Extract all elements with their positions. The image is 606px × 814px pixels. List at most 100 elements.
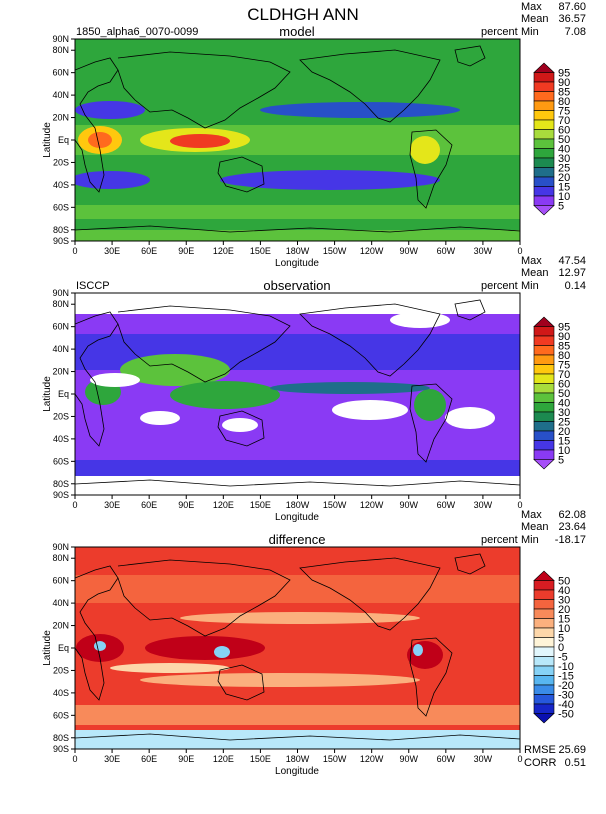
- colorbar-swatch-diff: [533, 627, 555, 638]
- panel-diff-xtick-label: 180W: [286, 754, 310, 764]
- obs-coast-north-america: [299, 303, 441, 377]
- diff-coast-australia: [217, 664, 265, 701]
- panel-obs-xtick-label: 60W: [437, 500, 456, 510]
- colorbar-swatch-model: [533, 157, 555, 168]
- panel-model-map: [75, 39, 520, 241]
- colorbar-level-label-diff: -15: [558, 671, 574, 683]
- panel-model-unit: percent: [481, 26, 518, 38]
- panel-diff-ytick-label: 20N: [52, 621, 69, 631]
- panel-model-ytick-label: Eq: [58, 135, 69, 145]
- panel-model-ytick-label: 40N: [52, 90, 69, 100]
- panel-diff-xtick-label: 0: [72, 754, 77, 764]
- colorbar-level-label-diff: -50: [558, 709, 574, 721]
- colorbar-swatch-diff: [533, 684, 555, 695]
- colorbar-swatch-model: [533, 148, 555, 159]
- colorbar-level-label-model: 40: [558, 144, 570, 156]
- diff-light-band-1: [180, 612, 420, 624]
- panel-obs-ytick-label: 80S: [53, 479, 69, 489]
- panel-diff-rmse-label: RMSE: [524, 744, 556, 756]
- obs-coast-asia: [117, 305, 291, 383]
- panel-diff-ytick-label: 60N: [52, 576, 69, 586]
- panel-obs-ytick-label: 60S: [53, 456, 69, 466]
- colorbar-swatch-obs: [533, 326, 555, 337]
- colorbar-swatch-obs: [533, 459, 555, 470]
- colorbar-swatch-obs: [533, 335, 555, 346]
- colorbar-level-label-diff: -10: [558, 661, 574, 673]
- panel-diff-unit: percent: [481, 534, 518, 546]
- colorbar-swatch-model: [533, 119, 555, 130]
- panel-obs-xtick-label: 60E: [141, 500, 157, 510]
- panel-diff-xtick-label: 30E: [104, 754, 120, 764]
- diff-coast-north-america: [299, 557, 441, 631]
- colorbar-level-label-obs: 5: [558, 455, 564, 467]
- colorbar-swatch-model: [533, 186, 555, 197]
- panel-obs-xtick-label: 90E: [178, 500, 194, 510]
- diff-negative-africa: [94, 641, 106, 651]
- colorbar-swatch-model: [533, 81, 555, 92]
- colorbar-level-label-diff: 20: [558, 604, 570, 616]
- colorbar-level-label-diff: 50: [558, 576, 570, 588]
- panel-model-xtick-label: 150E: [250, 246, 271, 256]
- colorbar-swatch-diff: [533, 665, 555, 676]
- diff-coast-africa-europe: [75, 565, 119, 701]
- colorbar-level-label-obs: 30: [558, 407, 570, 419]
- panel-obs-axes: 0 30E 60E 90E 120E 150E 180W 150W 120W 90W 60W 30W 0…: [52, 288, 522, 510]
- panel-diff-corr-value: 0.51: [565, 757, 586, 769]
- colorbar-level-label-model: 75: [558, 106, 570, 118]
- model-sahara-low: [75, 101, 145, 119]
- model-sh-subtropic-low: [220, 170, 440, 190]
- panel-model-xtick-label: 0: [517, 246, 522, 256]
- panel-model-left-label: 1850_alpha6_0070-0099: [76, 26, 198, 38]
- panel-diff-ytick-label: 40S: [53, 688, 69, 698]
- diff-tropical-high-amazon: [407, 641, 443, 669]
- colorbar-swatch-obs: [533, 354, 555, 365]
- colorbar-level-label-diff: 5: [558, 633, 564, 645]
- panel-diff-ytick-label: Eq: [58, 643, 69, 653]
- panel-diff-ytick-label: 90N: [52, 542, 69, 552]
- colorbar-level-label-diff: -20: [558, 680, 574, 692]
- colorbar-swatch-model: [533, 129, 555, 140]
- colorbar-level-label-model: 25: [558, 163, 570, 175]
- colorbar-swatch-diff: [533, 656, 555, 667]
- panel-obs-xtick-label: 120W: [360, 500, 384, 510]
- colorbar-swatch-obs: [533, 421, 555, 432]
- panel-obs-ytick-label: Eq: [58, 389, 69, 399]
- colorbar-level-label-diff: 30: [558, 595, 570, 607]
- colorbar-level-label-model: 60: [558, 125, 570, 137]
- panel-obs-ytick-label: 60N: [52, 322, 69, 332]
- panel-model-axes: 0 30E 60E 90E 120E 150E 180W 150W 120W 90W 60W 30W 0…: [52, 34, 522, 256]
- panel-diff-stat-max-label: Max: [521, 509, 542, 521]
- colorbar-level-label-obs: 25: [558, 417, 570, 429]
- colorbar-level-label-diff: 40: [558, 585, 570, 597]
- panel-model-stat-min-label: Min: [521, 26, 539, 38]
- diff-tropical-high-pool: [145, 636, 265, 660]
- panel-obs-xtick-label: 0: [517, 500, 522, 510]
- model-warm-pool-core: [170, 134, 230, 148]
- panel-obs-stat-min-value: 0.14: [565, 280, 586, 292]
- panel-obs-ytick-label: 90S: [53, 490, 69, 500]
- panel-obs-ytick-label: 90N: [52, 288, 69, 298]
- colorbar-level-label-model: 30: [558, 153, 570, 165]
- colorbar-level-label-obs: 90: [558, 331, 570, 343]
- model-sh-subtropic-low-2: [75, 171, 150, 189]
- panel-model-stat-min-value: 7.08: [565, 26, 586, 38]
- panel-diff-ytick-label: 80N: [52, 553, 69, 563]
- obs-clear-se-pacific: [332, 400, 408, 420]
- panel-diff-xtick-label: 30W: [474, 754, 493, 764]
- colorbar-swatch-diff: [533, 703, 555, 714]
- obs-antarctic-clear: [75, 484, 520, 495]
- panel-obs-ylabel: Latitude: [42, 376, 53, 412]
- obs-clear-sahara: [90, 373, 140, 387]
- panel-obs-ytick-label: 80N: [52, 299, 69, 309]
- panel-model-coastlines: [75, 45, 520, 233]
- colorbar-level-label-diff: 0: [558, 642, 564, 654]
- panel-obs-ytick-label: 40S: [53, 434, 69, 444]
- diff-nh-band: [75, 575, 520, 603]
- colorbar-level-label-model: 85: [558, 87, 570, 99]
- obs-clear-arctic: [390, 312, 450, 328]
- panel-obs-stat-max-value: 47.54: [558, 255, 586, 267]
- panel-obs-coastlines: [75, 299, 520, 487]
- colorbar-swatch-obs: [533, 364, 555, 375]
- colorbar-level-label-model: 20: [558, 172, 570, 184]
